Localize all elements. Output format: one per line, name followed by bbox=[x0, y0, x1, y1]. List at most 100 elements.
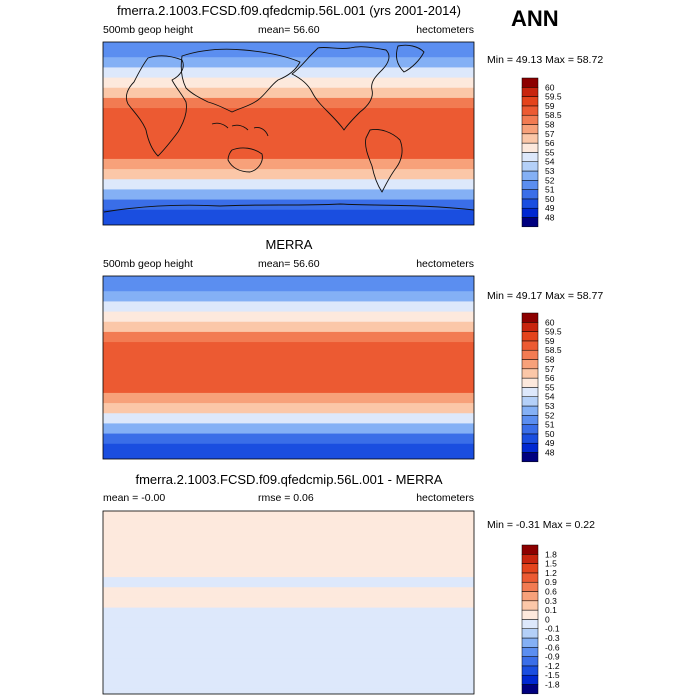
map-band bbox=[103, 536, 474, 548]
map-band bbox=[103, 658, 474, 670]
colorbar-box bbox=[521, 77, 539, 88]
colorbar-box bbox=[521, 170, 539, 181]
panel-2-map bbox=[102, 275, 475, 460]
map-band bbox=[103, 362, 474, 374]
colorbar-box bbox=[521, 96, 539, 107]
map-band bbox=[103, 423, 474, 435]
colorbar-tick-label: 58 bbox=[545, 120, 555, 130]
map-band bbox=[103, 169, 474, 180]
colorbar-tick-label: 56 bbox=[545, 373, 555, 383]
map-band bbox=[103, 352, 474, 364]
colorbar-tick-label: 60 bbox=[545, 82, 555, 92]
map-band bbox=[103, 668, 474, 680]
map-band bbox=[103, 342, 474, 353]
map-band bbox=[103, 516, 474, 527]
colorbar-box bbox=[521, 340, 539, 351]
panel-2-minmax: Min = 49.17 Max = 58.77 bbox=[487, 290, 604, 302]
colorbar-tick-label: 50 bbox=[545, 194, 555, 204]
colorbar-box bbox=[521, 637, 539, 648]
map-band bbox=[103, 413, 474, 425]
colorbar-tick-label: -0.1 bbox=[545, 624, 560, 634]
colorbar-tick-label: 49 bbox=[545, 203, 555, 213]
colorbar-box bbox=[521, 619, 539, 629]
colorbar-box bbox=[521, 377, 539, 388]
colorbar-tick-label: -0.3 bbox=[545, 633, 560, 643]
panel-1-minmax: Min = 49.13 Max = 58.72 bbox=[487, 54, 604, 66]
colorbar-tick-label: 48 bbox=[545, 448, 555, 458]
map-band bbox=[103, 617, 474, 629]
colorbar-box bbox=[521, 368, 539, 379]
map-band bbox=[103, 47, 474, 58]
colorbar-box bbox=[521, 217, 539, 228]
panel-3-map bbox=[102, 510, 475, 695]
colorbar-tick-label: 1.2 bbox=[545, 568, 557, 578]
colorbar-tick-label: 56 bbox=[545, 138, 555, 148]
panel-1-variable-label: 500mb geop height bbox=[103, 24, 193, 36]
colorbar-box bbox=[521, 609, 539, 620]
colorbar-box bbox=[521, 105, 539, 116]
colorbar-tick-label: 0.6 bbox=[545, 587, 557, 597]
map-band bbox=[103, 42, 474, 48]
panel-2-mean-label: mean= 56.60 bbox=[258, 258, 320, 270]
colorbar-tick-label: 58.5 bbox=[545, 110, 562, 120]
map-band bbox=[103, 511, 474, 517]
panel-1-map bbox=[102, 41, 475, 226]
colorbar-tick-label: 52 bbox=[545, 175, 555, 185]
colorbar-box bbox=[521, 387, 539, 397]
colorbar-tick-label: 51 bbox=[545, 185, 555, 195]
colorbar-box bbox=[521, 396, 539, 407]
map-band bbox=[103, 158, 474, 170]
map-band bbox=[103, 219, 474, 225]
map-band bbox=[103, 87, 474, 99]
map-band bbox=[103, 556, 474, 568]
map-band bbox=[103, 382, 474, 394]
colorbar-tick-label: 53 bbox=[545, 166, 555, 176]
colorbar-box bbox=[521, 563, 539, 574]
colorbar-box bbox=[521, 554, 539, 564]
colorbar-tick-label: 0 bbox=[545, 614, 550, 624]
map-band bbox=[103, 678, 474, 690]
map-band bbox=[103, 577, 474, 588]
panel-3-minmax: Min = -0.31 Max = 0.22 bbox=[487, 519, 595, 531]
colorbar-box bbox=[521, 312, 539, 323]
map-band bbox=[103, 403, 474, 414]
panel-2-variable-label: 500mb geop height bbox=[103, 258, 193, 270]
colorbar-tick-label: 55 bbox=[545, 147, 555, 157]
colorbar-tick-label: 53 bbox=[545, 401, 555, 411]
map-band bbox=[103, 526, 474, 538]
map-band bbox=[103, 566, 474, 578]
colorbar-box bbox=[521, 452, 539, 463]
map-band bbox=[103, 301, 474, 313]
map-band bbox=[103, 392, 474, 404]
colorbar-box bbox=[521, 656, 539, 667]
colorbar-tick-label: 0.9 bbox=[545, 577, 557, 587]
colorbar-tick-label: 0.1 bbox=[545, 605, 557, 615]
colorbar-box bbox=[521, 152, 539, 162]
colorbar-tick-label: -0.9 bbox=[545, 652, 560, 662]
map-band bbox=[103, 607, 474, 619]
season-label: ANN bbox=[511, 6, 559, 31]
colorbar-tick-label: 57 bbox=[545, 364, 555, 374]
colorbar-box bbox=[521, 322, 539, 332]
panel-3-colorbar: -1.8-1.5-1.2-0.9-0.6-0.3-0.100.10.30.60.… bbox=[521, 544, 560, 695]
colorbar-tick-label: 59 bbox=[545, 101, 555, 111]
colorbar-box bbox=[521, 359, 539, 370]
colorbar-box bbox=[521, 647, 539, 657]
map-band bbox=[103, 311, 474, 323]
colorbar-tick-label: 59.5 bbox=[545, 327, 562, 337]
colorbar-box bbox=[521, 544, 539, 555]
map-band bbox=[103, 688, 474, 694]
map-band bbox=[103, 97, 474, 109]
colorbar-tick-label: 52 bbox=[545, 410, 555, 420]
colorbar-box bbox=[521, 198, 539, 209]
colorbar-box bbox=[521, 684, 539, 695]
colorbar-box bbox=[521, 133, 539, 144]
colorbar-box bbox=[521, 581, 539, 592]
map-band bbox=[103, 209, 474, 221]
colorbar-tick-label: 51 bbox=[545, 420, 555, 430]
colorbar-box bbox=[521, 207, 539, 218]
colorbar-box bbox=[521, 665, 539, 676]
